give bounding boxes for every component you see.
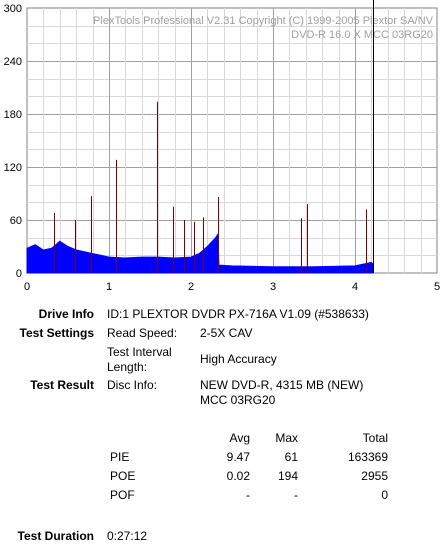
stats-row-pie-name: PIE <box>110 450 130 464</box>
test-interval-value: High Accuracy <box>200 352 277 366</box>
stats-row-poe-max: 194 <box>277 469 298 483</box>
drive-info-value: ID:1 PLEXTOR DVDR PX-716A V1.09 (#538633… <box>107 307 369 321</box>
stats-row-pof-max: - <box>294 488 298 502</box>
x-tick-label: 1 <box>106 281 112 293</box>
disc-info-value-line2: MCC 03RG20 <box>200 393 276 407</box>
x-tick-label: 3 <box>270 281 276 293</box>
pie-area-series <box>26 232 374 274</box>
x-tick-label: 2 <box>188 281 194 293</box>
test-result-label: Test Result <box>30 378 94 392</box>
chart-subtitle: DVD-R 16.0 X MCC 03RG20 <box>291 29 433 41</box>
stats-row-pie-max: 61 <box>284 450 298 464</box>
stats-row-poe-avg: 0.02 <box>226 469 250 483</box>
y-tick-label: 240 <box>4 56 22 68</box>
test-settings-label: Test Settings <box>19 326 94 340</box>
test-interval-label-line1: Test Interval <box>107 345 172 359</box>
stats-row-poe-total: 2955 <box>361 469 388 483</box>
disc-info-label: Disc Info: <box>107 378 158 392</box>
read-speed-value: 2-5X CAV <box>200 326 253 340</box>
x-tick-label: 4 <box>352 281 358 293</box>
y-tick-label: 300 <box>4 3 22 15</box>
test-interval-label-line2: Length: <box>107 360 148 374</box>
stats-row-pof-total: 0 <box>381 488 388 502</box>
y-tick-label: 120 <box>4 162 22 174</box>
chart-title: PlexTools Professional V2.31 Copyright (… <box>93 15 434 27</box>
disc-info-value-line1: NEW DVD-R, 4315 MB (NEW) <box>200 378 364 392</box>
stats-row-pie-total: 163369 <box>347 450 388 464</box>
stats-row-poe-name: POE <box>110 469 136 483</box>
plot-area <box>26 7 438 274</box>
stats-header-total: Total <box>362 431 388 445</box>
x-tick-label: 0 <box>24 281 30 293</box>
y-tick-label: 60 <box>10 215 22 227</box>
y-tick-label: 0 <box>16 268 22 280</box>
drive-info-label: Drive Info <box>38 307 94 321</box>
stats-header-max: Max <box>275 431 298 445</box>
x-tick-label: 5 <box>434 281 440 293</box>
test-duration-label: Test Duration <box>17 529 94 543</box>
read-speed-label: Read Speed: <box>107 326 178 340</box>
stats-row-pof-name: POF <box>110 488 135 502</box>
y-tick-label: 180 <box>4 109 22 121</box>
stats-header-avg: Avg <box>229 431 250 445</box>
test-duration-value: 0:27:12 <box>107 529 148 543</box>
stats-row-pie-avg: 9.47 <box>226 450 250 464</box>
stats-row-pof-avg: - <box>246 488 250 502</box>
error-chart: PlexTools Professional V2.31 Copyright (… <box>4 0 440 293</box>
